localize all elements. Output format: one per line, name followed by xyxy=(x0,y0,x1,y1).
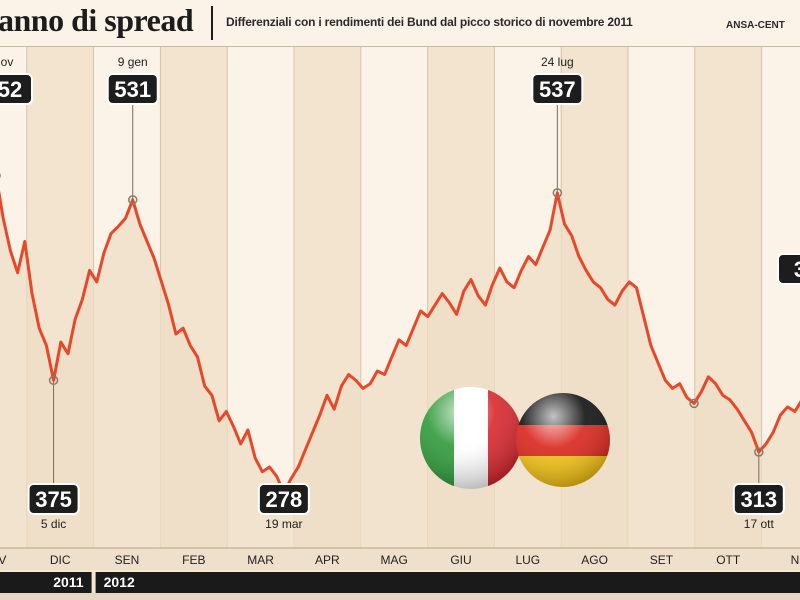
chart-subtitle: Differenziali con i rendimenti dei Bund … xyxy=(226,15,633,29)
value-box xyxy=(27,483,80,515)
value-box xyxy=(106,73,159,105)
footer-strip xyxy=(0,593,800,600)
value-box xyxy=(0,73,33,105)
title-divider xyxy=(211,6,213,40)
data-point-marker xyxy=(689,398,699,409)
date-label: 17 ott xyxy=(744,517,775,531)
value-label: 531 xyxy=(114,77,151,102)
value-box xyxy=(777,253,800,285)
value-label: 313 xyxy=(740,487,777,512)
header-band: anno di spread Differenziali con i rendi… xyxy=(0,0,800,47)
date-label: 19 mar xyxy=(265,517,302,531)
x-axis: NOV DIC SEN FEB MAR APR MAG GIU LUG AGO SET OTT N 201… xyxy=(0,547,800,600)
flag-gloss xyxy=(420,387,522,489)
data-point-marker xyxy=(48,375,59,386)
month-tick-label: SET xyxy=(650,553,674,567)
year-label: 2012 xyxy=(104,574,135,590)
source-credit: ANSA-CENT xyxy=(726,20,785,31)
value-label: 537 xyxy=(539,77,576,102)
month-tick-label: GIU xyxy=(450,553,471,567)
month-tick-label: SEN xyxy=(115,553,140,567)
month-tick-label: NOV xyxy=(0,553,6,567)
flag-gloss xyxy=(516,393,610,487)
month-tick-label: AGO xyxy=(581,553,608,567)
month-tick-label: FEB xyxy=(182,553,205,567)
chart-title: anno di spread xyxy=(0,2,194,38)
data-point-marker xyxy=(552,188,563,198)
value-label: 278 xyxy=(265,487,302,512)
value-box xyxy=(531,73,584,105)
value-label: 3 xyxy=(794,257,800,282)
spread-line xyxy=(0,190,800,494)
year-label: 2011 xyxy=(53,574,84,590)
year-bar xyxy=(95,572,800,593)
month-tick-label: MAG xyxy=(381,553,408,567)
month-tick-label: OTT xyxy=(716,553,741,567)
annotation-guides xyxy=(53,104,760,493)
value-label: 52 xyxy=(0,77,22,102)
month-tick-label: MAR xyxy=(247,553,274,567)
month-tick-label: APR xyxy=(315,553,340,567)
annotation-labels: 52 nov 375 5 dic 531 9 gen 278 19 mar 537 24 lug 3… xyxy=(0,55,800,531)
value-box xyxy=(732,483,785,515)
date-label: 5 dic xyxy=(41,517,66,531)
month-tick-label: N xyxy=(791,553,800,567)
month-tick-label: LUG xyxy=(515,553,540,567)
month-tick-label: DIC xyxy=(50,553,71,567)
value-label: 375 xyxy=(35,487,72,512)
data-point-marker xyxy=(754,447,764,457)
date-label: 24 lug xyxy=(541,55,574,69)
data-point-marker xyxy=(127,195,138,205)
date-label: 9 gen xyxy=(118,55,148,69)
value-box xyxy=(257,483,310,515)
year-bar xyxy=(0,572,92,593)
month-axis-band xyxy=(0,548,800,570)
date-label: nov xyxy=(0,55,13,69)
